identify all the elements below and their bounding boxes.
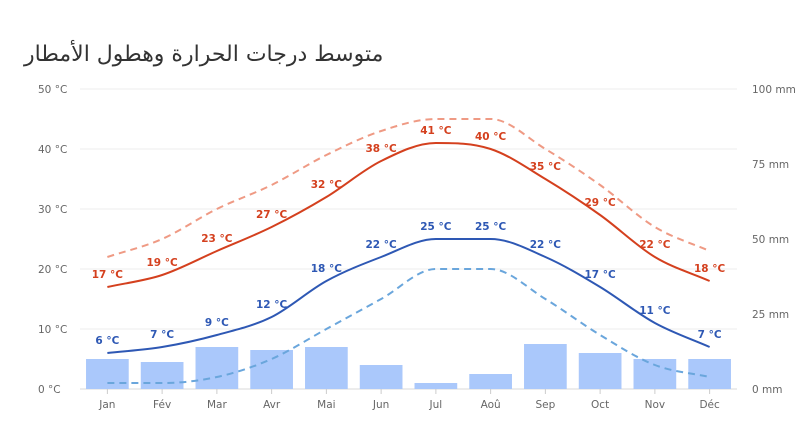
precipitation-bar: [524, 344, 567, 389]
precipitation-bar: [688, 359, 731, 389]
x-tick-label: Jul: [429, 399, 443, 411]
x-tick-label: Oct: [591, 399, 609, 411]
x-tick-label: Avr: [263, 399, 281, 411]
x-tick-label: Sep: [535, 399, 555, 411]
data-label: 38 °C: [366, 143, 398, 155]
y-right-tick-label: 100 mm: [752, 84, 796, 96]
dashed-temperature-line: [107, 118, 711, 258]
data-label: 22 °C: [530, 239, 562, 251]
y-left-tick-label: 10 °C: [38, 324, 67, 336]
x-tick-label: Aoû: [481, 399, 501, 411]
x-tick-label: Mai: [317, 399, 335, 411]
data-label: 27 °C: [256, 209, 288, 221]
y-right-tick-label: 75 mm: [752, 159, 789, 171]
y-left-tick-label: 40 °C: [38, 144, 67, 156]
data-label: 19 °C: [147, 257, 179, 269]
data-label: 25 °C: [420, 221, 452, 233]
x-tick-label: Nov: [645, 399, 666, 411]
x-tick-label: Mar: [207, 399, 227, 411]
precipitation-bar: [359, 365, 403, 389]
precipitation-bar: [305, 347, 348, 389]
y-right-tick-label: 0 mm: [752, 384, 782, 396]
data-label: 29 °C: [585, 197, 617, 209]
precipitation-bar: [633, 359, 677, 389]
precipitation-bar: [86, 359, 129, 389]
data-label: 18 °C: [311, 263, 343, 275]
data-label: 17 °C: [92, 269, 124, 281]
precipitation-bar: [250, 350, 293, 389]
y-left-tick-label: 20 °C: [38, 264, 67, 276]
x-tick-label: Jun: [372, 399, 389, 411]
data-label: 17 °C: [585, 269, 617, 281]
data-label: 12 °C: [256, 299, 288, 311]
data-label: 11 °C: [639, 305, 671, 317]
x-tick-label: Jan: [98, 399, 115, 411]
precipitation-bar: [195, 347, 239, 389]
precipitation-bar: [140, 362, 184, 389]
y-right-tick-label: 50 mm: [752, 234, 789, 246]
x-tick-label: Fév: [153, 399, 171, 411]
data-label: 6 °C: [95, 335, 119, 347]
data-label: 18 °C: [694, 263, 726, 275]
chart-title: متوسط درجات الحرارة وهطول الأمطار: [24, 42, 384, 67]
data-label: 35 °C: [530, 161, 562, 173]
precipitation-bar: [578, 353, 622, 389]
data-label: 25 °C: [475, 221, 507, 233]
data-label: 40 °C: [475, 131, 507, 143]
y-left-tick-label: 50 °C: [38, 84, 67, 96]
y-left-tick-label: 0 °C: [38, 384, 61, 396]
y-left-tick-label: 30 °C: [38, 204, 67, 216]
y-right-tick-label: 25 mm: [752, 309, 789, 321]
data-label: 41 °C: [420, 125, 452, 137]
temperature-line: [107, 141, 711, 288]
data-label: 32 °C: [311, 179, 343, 191]
data-label: 9 °C: [205, 317, 229, 329]
temperature-line: [107, 238, 711, 354]
data-label: 7 °C: [150, 329, 174, 341]
data-label: 7 °C: [698, 329, 722, 341]
dashed-temperature-line: [107, 268, 710, 384]
data-label: 23 °C: [201, 233, 233, 245]
data-label: 22 °C: [366, 239, 398, 251]
x-tick-label: Déc: [699, 399, 720, 411]
precipitation-bar: [469, 374, 512, 389]
data-label: 22 °C: [639, 239, 671, 251]
precipitation-bar: [414, 383, 458, 389]
